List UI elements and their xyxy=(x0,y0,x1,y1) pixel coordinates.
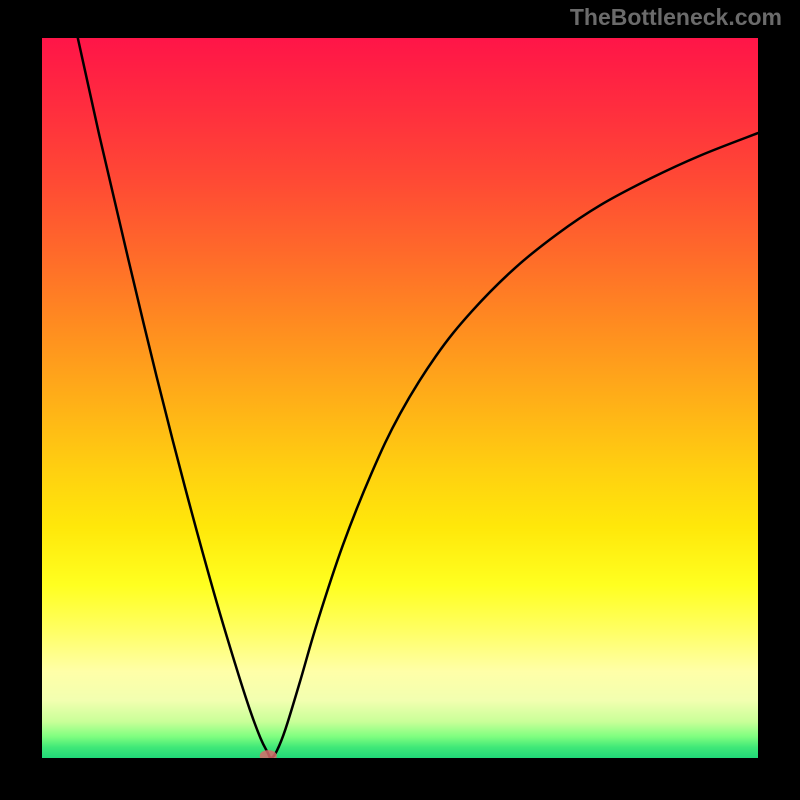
watermark-text: TheBottleneck.com xyxy=(570,4,782,31)
chart-container: TheBottleneck.com xyxy=(0,0,800,800)
chart-svg xyxy=(42,38,758,758)
gradient-background xyxy=(42,38,758,758)
plot-area xyxy=(42,38,758,758)
